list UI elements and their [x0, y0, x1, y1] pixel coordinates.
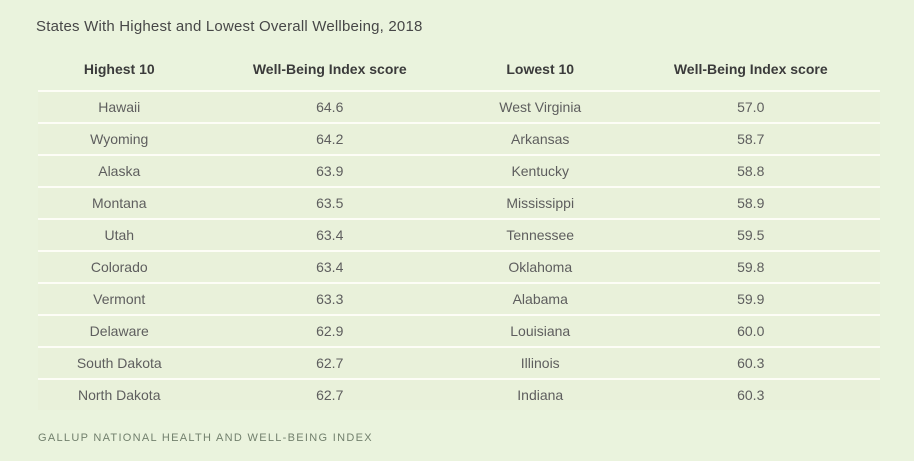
highest-state-cell: South Dakota	[38, 347, 201, 380]
table-row: Vermont 63.3 Alabama 59.9	[38, 283, 880, 316]
lowest-state-cell: West Virginia	[458, 91, 622, 124]
lowest-score-cell: 59.9	[621, 283, 880, 316]
highest-score-cell: 62.7	[200, 379, 459, 410]
table-row: South Dakota 62.7 Illinois 60.3	[38, 347, 880, 380]
lowest-state-cell: Tennessee	[458, 219, 622, 252]
table-row: Wyoming 64.2 Arkansas 58.7	[38, 123, 880, 156]
table-row: Delaware 62.9 Louisiana 60.0	[38, 315, 880, 348]
lowest-state-cell: Mississippi	[458, 187, 622, 220]
table-row: Colorado 63.4 Oklahoma 59.8	[38, 251, 880, 284]
wellbeing-table: Highest 10 Well-Being Index score Lowest…	[38, 50, 880, 410]
source-credit: GALLUP NATIONAL HEALTH AND WELL-BEING IN…	[38, 432, 373, 444]
highest-score-cell: 63.3	[200, 283, 459, 316]
highest-state-cell: Vermont	[38, 283, 201, 316]
highest-score-cell: 63.4	[200, 219, 459, 252]
lowest-state-cell: Arkansas	[458, 123, 622, 156]
highest-state-cell: Utah	[38, 219, 201, 252]
column-header-highest-score: Well-Being Index score	[200, 50, 459, 92]
table-row: North Dakota 62.7 Indiana 60.3	[38, 379, 880, 410]
lowest-state-cell: Indiana	[458, 379, 622, 410]
highest-state-cell: Hawaii	[38, 91, 201, 124]
column-header-lowest-score: Well-Being Index score	[621, 50, 880, 92]
lowest-state-cell: Illinois	[458, 347, 622, 380]
column-header-highest-10: Highest 10	[38, 50, 201, 92]
table-row: Hawaii 64.6 West Virginia 57.0	[38, 91, 880, 124]
lowest-state-cell: Alabama	[458, 283, 622, 316]
highest-score-cell: 64.2	[200, 123, 459, 156]
highest-score-cell: 63.9	[200, 155, 459, 188]
lowest-score-cell: 58.9	[621, 187, 880, 220]
highest-score-cell: 64.6	[200, 91, 459, 124]
lowest-state-cell: Louisiana	[458, 315, 622, 348]
lowest-score-cell: 57.0	[621, 91, 880, 124]
lowest-state-cell: Kentucky	[458, 155, 622, 188]
highest-state-cell: Wyoming	[38, 123, 201, 156]
highest-score-cell: 62.9	[200, 315, 459, 348]
lowest-score-cell: 60.3	[621, 347, 880, 380]
page-title: States With Highest and Lowest Overall W…	[36, 18, 423, 35]
highest-state-cell: Colorado	[38, 251, 201, 284]
highest-state-cell: Montana	[38, 187, 201, 220]
lowest-score-cell: 58.7	[621, 123, 880, 156]
highest-state-cell: Alaska	[38, 155, 201, 188]
highest-state-cell: North Dakota	[38, 379, 201, 410]
lowest-score-cell: 59.8	[621, 251, 880, 284]
lowest-state-cell: Oklahoma	[458, 251, 622, 284]
table-row: Montana 63.5 Mississippi 58.9	[38, 187, 880, 220]
highest-score-cell: 63.5	[200, 187, 459, 220]
highest-state-cell: Delaware	[38, 315, 201, 348]
table-row: Alaska 63.9 Kentucky 58.8	[38, 155, 880, 188]
column-header-lowest-10: Lowest 10	[458, 50, 622, 92]
highest-score-cell: 63.4	[200, 251, 459, 284]
lowest-score-cell: 58.8	[621, 155, 880, 188]
lowest-score-cell: 59.5	[621, 219, 880, 252]
lowest-score-cell: 60.0	[621, 315, 880, 348]
lowest-score-cell: 60.3	[621, 379, 880, 410]
table-row: Utah 63.4 Tennessee 59.5	[38, 219, 880, 252]
highest-score-cell: 62.7	[200, 347, 459, 380]
table-header-row: Highest 10 Well-Being Index score Lowest…	[38, 50, 880, 92]
